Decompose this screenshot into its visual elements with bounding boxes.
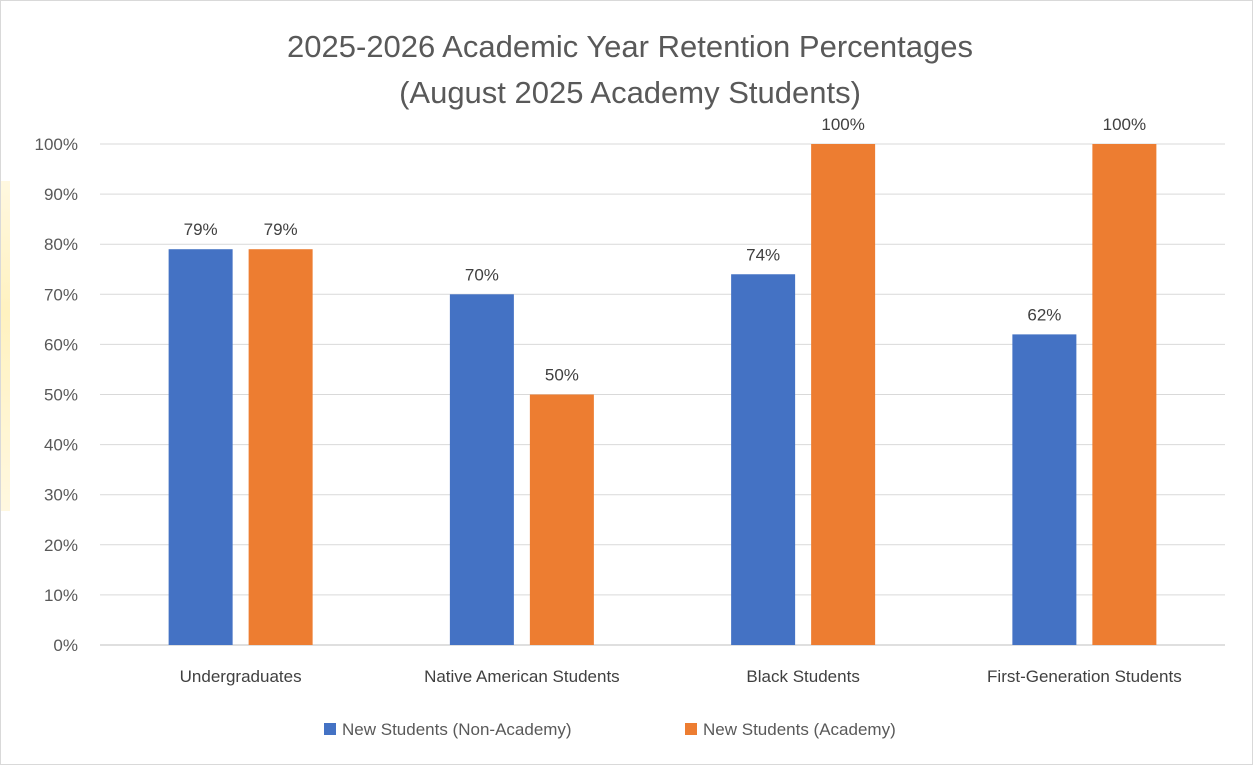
y-tick-label: 20%: [44, 536, 78, 555]
bar-data-label: 79%: [264, 220, 298, 239]
legend-swatch: [324, 723, 336, 735]
y-tick-label: 50%: [44, 386, 78, 405]
bar-academy: [530, 395, 594, 646]
x-category-label: Native American Students: [424, 667, 620, 686]
bar-academy: [1092, 144, 1156, 645]
bar-non-academy: [1012, 334, 1076, 645]
y-tick-label: 0%: [53, 636, 78, 655]
bar-non-academy: [169, 249, 233, 645]
legend: New Students (Non-Academy) New Students (…: [324, 720, 896, 739]
y-axis: 0% 10% 20% 30% 40% 50% 60% 70% 80% 90% 100%: [35, 135, 78, 655]
x-category-label: Undergraduates: [180, 667, 302, 686]
legend-swatch: [685, 723, 697, 735]
y-tick-label: 80%: [44, 235, 78, 254]
bar-data-label: 100%: [1103, 115, 1146, 134]
x-axis: Undergraduates Native American Students Bl…: [180, 667, 1182, 686]
chart-title: 2025-2026 Academic Year Retention Percen…: [287, 29, 973, 64]
bar-data-label: 50%: [545, 366, 579, 385]
bar-data-label: 62%: [1027, 305, 1061, 324]
bar-data-label: 100%: [821, 115, 864, 134]
bar-data-label: 70%: [465, 265, 499, 284]
y-tick-label: 10%: [44, 586, 78, 605]
bar-data-label: 74%: [746, 245, 780, 264]
bar-academy: [249, 249, 313, 645]
bar-data-label: 79%: [184, 220, 218, 239]
bar-non-academy: [450, 294, 514, 645]
y-tick-label: 30%: [44, 486, 78, 505]
x-category-label: First-Generation Students: [987, 667, 1182, 686]
bar-academy: [811, 144, 875, 645]
x-category-label: Black Students: [746, 667, 859, 686]
y-tick-label: 90%: [44, 185, 78, 204]
y-tick-label: 60%: [44, 335, 78, 354]
y-tick-label: 40%: [44, 436, 78, 455]
legend-label: New Students (Non-Academy): [342, 720, 572, 739]
legend-label: New Students (Academy): [703, 720, 896, 739]
bar-non-academy: [731, 274, 795, 645]
chart-subtitle: (August 2025 Academy Students): [399, 75, 861, 110]
y-tick-label: 100%: [35, 135, 78, 154]
y-tick-label: 70%: [44, 285, 78, 304]
